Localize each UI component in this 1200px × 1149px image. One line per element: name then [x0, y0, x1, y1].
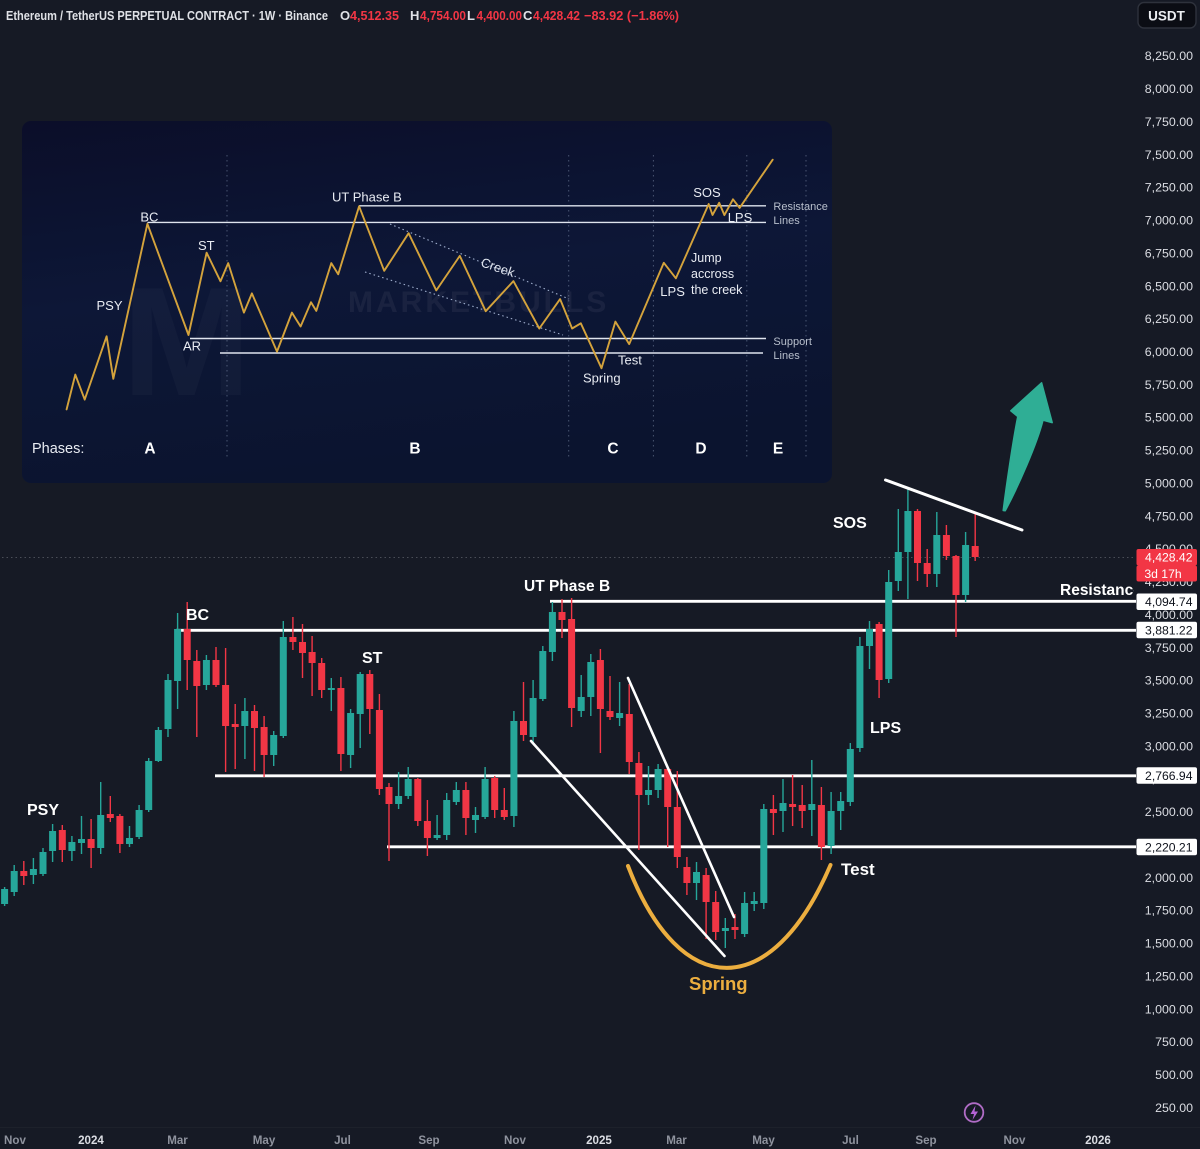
- svg-text:Ethereum / TetherUS PERPETUAL: Ethereum / TetherUS PERPETUAL CONTRACT ·…: [6, 8, 328, 23]
- svg-text:4,512.35: 4,512.35: [350, 8, 399, 23]
- svg-text:May: May: [253, 1134, 276, 1147]
- svg-text:ST: ST: [362, 650, 383, 667]
- svg-text:1,750.00: 1,750.00: [1145, 904, 1193, 918]
- svg-text:B: B: [409, 441, 420, 458]
- svg-text:UT Phase B: UT Phase B: [524, 578, 610, 595]
- svg-text:7,750.00: 7,750.00: [1145, 115, 1193, 129]
- svg-text:7,500.00: 7,500.00: [1145, 148, 1193, 162]
- svg-text:O: O: [340, 8, 350, 23]
- svg-text:Jump: Jump: [691, 251, 722, 265]
- svg-text:USDT: USDT: [1148, 9, 1186, 24]
- svg-text:2026: 2026: [1085, 1134, 1111, 1147]
- svg-text:6,000.00: 6,000.00: [1145, 345, 1193, 359]
- svg-text:A: A: [144, 441, 155, 458]
- svg-text:Support: Support: [773, 336, 812, 348]
- svg-text:LPS: LPS: [870, 720, 901, 737]
- svg-text:8,000.00: 8,000.00: [1145, 82, 1193, 96]
- svg-text:E: E: [773, 441, 783, 458]
- svg-text:Spring: Spring: [583, 371, 621, 386]
- svg-text:5,500.00: 5,500.00: [1145, 411, 1193, 425]
- svg-text:Resistance: Resistance: [773, 201, 827, 213]
- svg-text:Test: Test: [841, 860, 875, 879]
- svg-text:500.00: 500.00: [1155, 1068, 1193, 1082]
- svg-text:1,250.00: 1,250.00: [1145, 969, 1193, 983]
- svg-text:3,000.00: 3,000.00: [1145, 739, 1193, 753]
- svg-text:accross: accross: [691, 267, 734, 281]
- svg-text:Test: Test: [618, 353, 642, 368]
- svg-text:L: L: [467, 8, 475, 23]
- svg-text:1,000.00: 1,000.00: [1145, 1002, 1193, 1016]
- svg-text:6,750.00: 6,750.00: [1145, 246, 1193, 260]
- svg-text:3,500.00: 3,500.00: [1145, 674, 1193, 688]
- svg-text:PSY: PSY: [27, 802, 59, 819]
- svg-text:2,766.94: 2,766.94: [1145, 769, 1193, 783]
- svg-text:PSY: PSY: [97, 298, 123, 313]
- svg-text:SOS: SOS: [833, 515, 867, 532]
- svg-text:6,500.00: 6,500.00: [1145, 279, 1193, 293]
- svg-text:ST: ST: [198, 238, 215, 253]
- svg-text:Jul: Jul: [842, 1134, 859, 1147]
- svg-text:Phases:: Phases:: [32, 441, 84, 457]
- svg-text:4,400.00: 4,400.00: [477, 8, 523, 23]
- svg-text:3,750.00: 3,750.00: [1145, 641, 1193, 655]
- svg-text:Mar: Mar: [167, 1134, 188, 1147]
- svg-text:Sep: Sep: [915, 1134, 936, 1147]
- svg-text:2,220.21: 2,220.21: [1145, 840, 1193, 854]
- svg-text:7,000.00: 7,000.00: [1145, 214, 1193, 228]
- svg-text:Sep: Sep: [418, 1134, 439, 1147]
- svg-text:3d 17h: 3d 17h: [1144, 567, 1181, 581]
- svg-text:UT Phase B: UT Phase B: [332, 190, 402, 205]
- svg-text:4,428.42: 4,428.42: [533, 8, 580, 23]
- svg-text:250.00: 250.00: [1155, 1101, 1193, 1115]
- svg-text:C: C: [607, 441, 618, 458]
- svg-text:8,250.00: 8,250.00: [1145, 49, 1193, 63]
- svg-text:Nov: Nov: [504, 1134, 526, 1147]
- svg-text:4,094.74: 4,094.74: [1145, 595, 1193, 609]
- svg-text:5,750.00: 5,750.00: [1145, 378, 1193, 392]
- svg-text:4,754.00: 4,754.00: [420, 8, 466, 23]
- svg-text:BC: BC: [140, 210, 158, 225]
- svg-text:Nov: Nov: [1004, 1134, 1026, 1147]
- svg-text:4,428.42: 4,428.42: [1145, 551, 1193, 565]
- svg-text:4,750.00: 4,750.00: [1145, 509, 1193, 523]
- svg-text:H: H: [410, 8, 419, 23]
- svg-text:2024: 2024: [78, 1134, 104, 1147]
- svg-text:3,881.22: 3,881.22: [1145, 623, 1193, 637]
- svg-text:Lines: Lines: [773, 215, 800, 227]
- svg-text:Jul: Jul: [334, 1134, 351, 1147]
- svg-text:Resistance: Resistance: [1060, 582, 1142, 599]
- svg-text:5,250.00: 5,250.00: [1145, 444, 1193, 458]
- svg-text:−83.92 (−1.86%): −83.92 (−1.86%): [584, 8, 679, 23]
- svg-text:6,250.00: 6,250.00: [1145, 312, 1193, 326]
- svg-text:Lines: Lines: [773, 350, 800, 362]
- svg-text:Mar: Mar: [666, 1134, 687, 1147]
- svg-text:4,000.00: 4,000.00: [1145, 608, 1193, 622]
- svg-text:May: May: [752, 1134, 775, 1147]
- svg-text:LPS: LPS: [728, 210, 753, 225]
- svg-text:the creek: the creek: [691, 283, 743, 297]
- svg-text:LPS: LPS: [660, 284, 685, 299]
- svg-text:AR: AR: [183, 339, 201, 354]
- svg-text:2025: 2025: [586, 1134, 612, 1147]
- svg-text:BC: BC: [186, 607, 210, 624]
- svg-text:5,000.00: 5,000.00: [1145, 476, 1193, 490]
- svg-text:1,500.00: 1,500.00: [1145, 937, 1193, 951]
- svg-text:Nov: Nov: [4, 1134, 26, 1147]
- svg-text:D: D: [695, 441, 706, 458]
- svg-text:3,250.00: 3,250.00: [1145, 707, 1193, 721]
- svg-text:SOS: SOS: [693, 185, 721, 200]
- svg-text:MARKETBULLS: MARKETBULLS: [348, 286, 609, 319]
- svg-text:Spring: Spring: [689, 973, 748, 994]
- svg-text:2,500.00: 2,500.00: [1145, 805, 1193, 819]
- svg-text:C: C: [523, 8, 533, 23]
- svg-text:2,000.00: 2,000.00: [1145, 871, 1193, 885]
- svg-text:7,250.00: 7,250.00: [1145, 181, 1193, 195]
- svg-text:750.00: 750.00: [1155, 1035, 1193, 1049]
